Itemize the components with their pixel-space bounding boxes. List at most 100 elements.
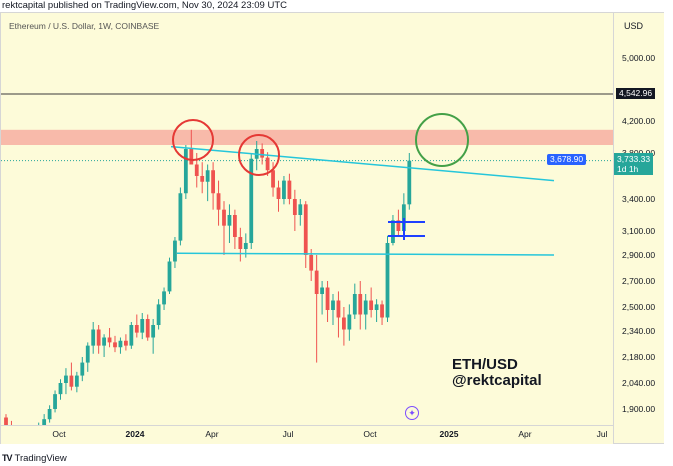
price-tick-label: 3,400.00 [622, 194, 656, 204]
candle-body [396, 220, 401, 231]
overlay-pair: ETH/USD [452, 356, 518, 373]
candle-body [211, 170, 215, 194]
symbol-label: Ethereum / U.S. Dollar, 1W, COINBASE [9, 21, 160, 31]
candle-body [96, 329, 101, 346]
candle-body [227, 215, 232, 226]
candle-body [53, 394, 57, 409]
blue-range-annotation[interactable] [388, 218, 425, 240]
candle-body [189, 149, 194, 165]
time-tick-label: 2024 [125, 429, 145, 439]
time-tick-label: Oct [363, 429, 377, 439]
candle-body [194, 164, 199, 176]
candle-body [64, 375, 68, 383]
brand-overlay: ETH/USD @rektcapital [452, 357, 542, 389]
candle-body [243, 243, 248, 249]
candle-body [391, 220, 395, 243]
trendline-value-tag: 3,678.90 [547, 153, 587, 165]
footer: TV TradingView [2, 451, 67, 465]
publish-header: rektcapital published on TradingView.com… [2, 0, 287, 11]
candle-body [363, 300, 368, 315]
candle-body [385, 243, 390, 318]
candle-body [407, 160, 412, 205]
time-tick-label: 2025 [439, 429, 459, 439]
candle-body [162, 291, 166, 305]
time-tick-label: Jul [596, 429, 608, 439]
candle-body [325, 287, 330, 310]
price-tick-label: 2,040.00 [622, 378, 656, 388]
candle-body [205, 170, 210, 182]
price-tick-label: 1,900.00 [622, 404, 656, 414]
candle-body [303, 204, 308, 255]
footer-brand: TradingView [14, 452, 67, 464]
price-tick-label: 2,340.00 [622, 326, 656, 336]
candle-body [238, 237, 243, 249]
candle-body [74, 375, 79, 387]
tradingview-logo-icon: TV [2, 453, 12, 463]
sparkle-icon[interactable]: ✦ [405, 406, 419, 420]
resistance-level-tag: 4,542.96 [616, 88, 656, 99]
candle-body [347, 314, 352, 330]
candle-body [314, 270, 319, 294]
price-tick-label: 5,000.00 [622, 53, 656, 63]
candle-body [216, 193, 221, 210]
time-tick-label: Apr [518, 429, 532, 439]
candle-body [276, 187, 281, 199]
candle-body [222, 209, 226, 226]
candle-body [320, 287, 324, 294]
price-tick-label: 2,180.00 [622, 352, 656, 362]
candle-body [124, 340, 128, 346]
candle-body [42, 419, 47, 425]
candle-body [401, 204, 406, 231]
candle-body [140, 319, 145, 333]
time-tick-label: Jul [282, 429, 294, 439]
candle-body [85, 345, 90, 363]
red-circle-annotation[interactable] [172, 119, 214, 161]
plot-area[interactable]: Ethereum / U.S. Dollar, 1W, COINBASE ETH… [1, 13, 613, 425]
candle-body [129, 325, 134, 346]
price-axis[interactable]: USD 5,000.004,200.003,800.003,400.003,10… [613, 13, 664, 443]
candle-body [287, 180, 292, 199]
candle-body [178, 193, 183, 241]
chart-frame: Ethereum / U.S. Dollar, 1W, COINBASE ETH… [0, 12, 664, 444]
candle-body [145, 319, 150, 338]
support-line[interactable] [176, 252, 555, 256]
resistance-zone [1, 129, 613, 145]
time-tick-label: Oct [52, 429, 66, 439]
time-axis[interactable]: Oct 2024 Apr Jul Oct 2025 Apr Jul [1, 425, 613, 444]
candle-body [374, 304, 379, 310]
candle-body [80, 362, 85, 376]
candle-body [156, 304, 161, 325]
price-tick-label: 4,200.00 [622, 116, 656, 126]
candle-body [107, 337, 112, 343]
candle-body [342, 317, 346, 330]
candle-body [167, 261, 172, 292]
candle-body [298, 204, 303, 215]
candle-body [58, 383, 63, 395]
candle-body [102, 337, 106, 346]
last-price-tag: 3,733.33 1d 1h [614, 152, 654, 175]
descending-trendline[interactable] [170, 145, 555, 182]
candle-body [292, 199, 297, 215]
candle-body [309, 255, 314, 271]
candle-body [271, 170, 275, 188]
candle-body [69, 375, 74, 387]
price-tick-label: 2,500.00 [622, 302, 656, 312]
green-circle-annotation[interactable] [415, 113, 469, 167]
candle-body [118, 340, 123, 348]
candle-body [91, 329, 96, 346]
chart-svg [1, 93, 613, 425]
last-price-value: 3,733.33 [617, 153, 651, 164]
currency-label: USD [624, 21, 644, 31]
time-tick-label: Apr [205, 429, 219, 439]
price-tick-label: 2,700.00 [622, 276, 656, 286]
candle-body [151, 325, 156, 338]
candle-body [331, 300, 335, 310]
candle-body [4, 417, 8, 425]
candles-group [4, 129, 412, 425]
overlay-handle: @rektcapital [452, 372, 542, 389]
red-circle-annotation[interactable] [238, 134, 280, 176]
candle-body [260, 149, 265, 158]
candle-body [173, 240, 177, 262]
candle-body [352, 294, 357, 315]
candle-body [134, 325, 139, 333]
